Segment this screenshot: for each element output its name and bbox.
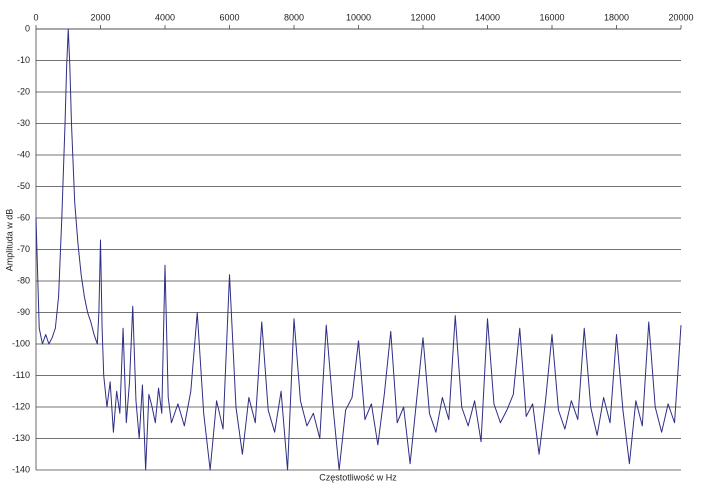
x-tick-label: 8000 [284, 12, 304, 22]
y-tick-label: -70 [17, 244, 30, 254]
y-tick-label: -100 [12, 338, 30, 348]
spectrum-line [35, 28, 682, 471]
y-tick-label: -20 [17, 86, 30, 96]
x-tick-label: 16000 [539, 12, 564, 22]
x-axis-label: Częstotliwość w Hz [319, 472, 397, 482]
x-tick-label: 0 [33, 12, 38, 22]
x-tick-label: 2000 [90, 12, 110, 22]
y-axis-label: Amplituda w dB [4, 209, 14, 272]
y-tick-label: -30 [17, 118, 30, 128]
x-tick-label: 4000 [155, 12, 175, 22]
y-tick-label: -60 [17, 212, 30, 222]
x-tick-label: 12000 [410, 12, 435, 22]
y-tick-label: -50 [17, 181, 30, 191]
y-tick-label: -130 [12, 433, 30, 443]
x-tick-label: 18000 [604, 12, 629, 22]
y-tick-label: -120 [12, 401, 30, 411]
x-tick-label: 6000 [219, 12, 239, 22]
y-tick-label: -90 [17, 307, 30, 317]
y-tick-label: 0 [25, 23, 30, 33]
x-tick-label: 14000 [475, 12, 500, 22]
y-tick-label: -110 [13, 370, 30, 380]
y-tick-label: -40 [17, 149, 30, 159]
y-tick-label: -80 [17, 275, 30, 285]
x-tick-label: 10000 [346, 12, 371, 22]
y-tick-label: -140 [12, 464, 30, 474]
x-tick-label: 20000 [668, 12, 693, 22]
y-tick-label: -10 [17, 55, 30, 65]
